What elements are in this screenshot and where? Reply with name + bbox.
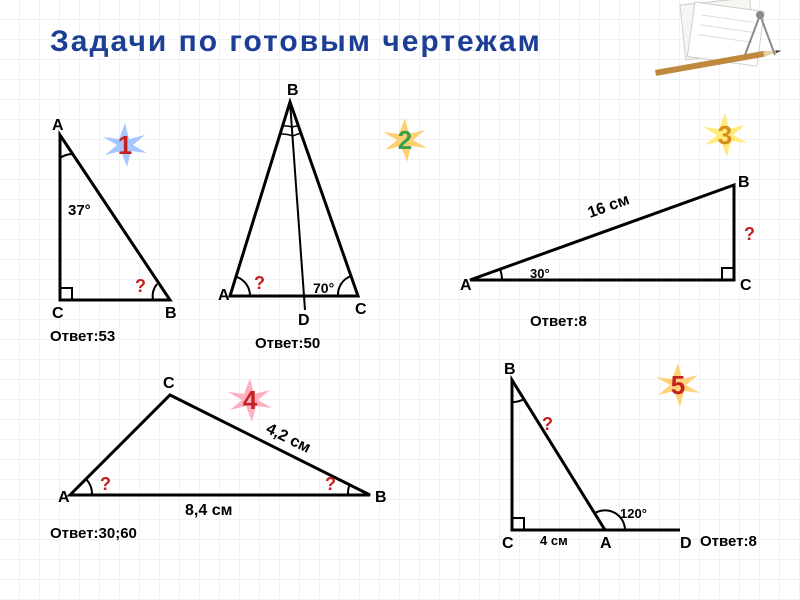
- problem-5-unknown: ?: [542, 414, 553, 434]
- svg-text:D: D: [680, 535, 692, 552]
- problem-5-base: 4 см: [540, 533, 568, 548]
- svg-text:C: C: [502, 535, 514, 552]
- problem-5-answer: Ответ:8: [700, 533, 757, 550]
- problem-5-angle: 120°: [620, 506, 647, 521]
- svg-text:B: B: [504, 361, 516, 378]
- svg-text:A: A: [600, 535, 612, 552]
- problem-5: 5 A B C D 120° 4 см ?: [0, 0, 800, 600]
- problem-5-number: 5: [671, 370, 685, 400]
